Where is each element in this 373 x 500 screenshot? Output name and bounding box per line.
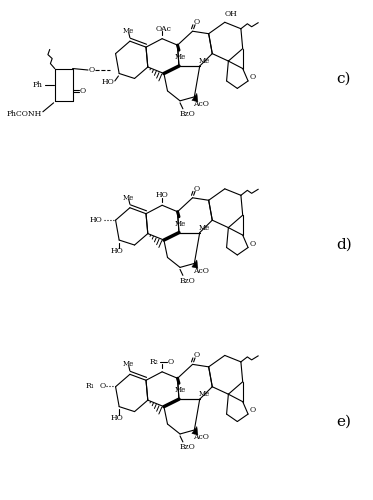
Text: HO: HO bbox=[111, 414, 124, 422]
Polygon shape bbox=[192, 260, 198, 268]
Text: Me: Me bbox=[198, 390, 210, 398]
Text: BzO: BzO bbox=[180, 110, 196, 118]
Text: c): c) bbox=[336, 72, 350, 86]
Text: R₂: R₂ bbox=[150, 358, 159, 366]
Text: BzO: BzO bbox=[180, 444, 196, 452]
Text: HO: HO bbox=[89, 216, 102, 224]
Text: O: O bbox=[250, 240, 256, 248]
Text: O: O bbox=[194, 18, 200, 26]
Text: AcO: AcO bbox=[192, 434, 209, 442]
Text: O: O bbox=[100, 382, 106, 390]
Text: R₁: R₁ bbox=[86, 382, 95, 390]
Text: Ph: Ph bbox=[33, 81, 43, 89]
Text: HO: HO bbox=[156, 192, 169, 200]
Text: AcO: AcO bbox=[192, 267, 209, 275]
Text: OAc: OAc bbox=[155, 24, 171, 32]
Text: O: O bbox=[250, 406, 256, 414]
Text: O: O bbox=[194, 352, 200, 360]
Text: PhCONH: PhCONH bbox=[7, 110, 42, 118]
Polygon shape bbox=[192, 426, 198, 435]
Polygon shape bbox=[192, 94, 198, 102]
Text: d): d) bbox=[336, 238, 351, 252]
Text: O: O bbox=[194, 185, 200, 193]
Text: O: O bbox=[250, 73, 256, 81]
Text: AcO: AcO bbox=[192, 100, 209, 108]
Text: Me: Me bbox=[175, 53, 186, 61]
Text: O: O bbox=[88, 66, 95, 74]
Text: O: O bbox=[168, 358, 174, 366]
Text: Me: Me bbox=[175, 220, 186, 228]
Text: HO: HO bbox=[111, 247, 124, 255]
Text: Me: Me bbox=[122, 194, 134, 202]
Text: Me: Me bbox=[175, 386, 186, 394]
Text: O: O bbox=[79, 88, 85, 96]
Text: Me: Me bbox=[198, 57, 210, 65]
Text: HO: HO bbox=[102, 78, 115, 86]
Text: Me: Me bbox=[122, 27, 134, 35]
Text: Me: Me bbox=[122, 360, 134, 368]
Text: OH: OH bbox=[225, 10, 238, 18]
Text: Me: Me bbox=[198, 224, 210, 232]
Text: BzO: BzO bbox=[180, 277, 196, 285]
Text: e): e) bbox=[336, 414, 351, 428]
